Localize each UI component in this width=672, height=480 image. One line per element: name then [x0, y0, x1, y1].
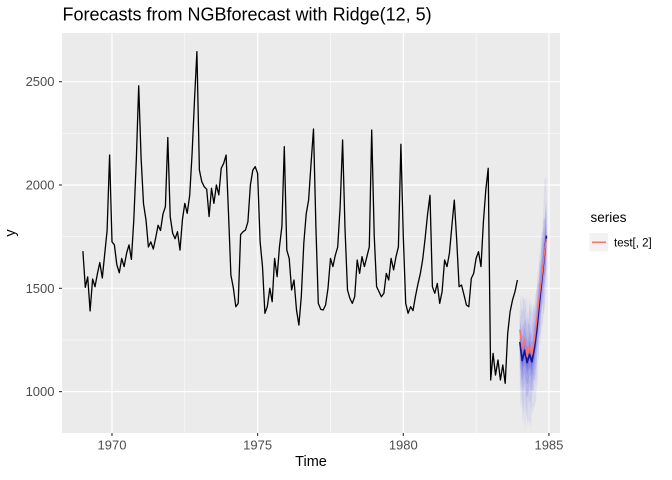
axis-tick-marks	[59, 81, 550, 436]
plot-panel	[62, 33, 560, 433]
x-tick-label: 1985	[534, 438, 563, 453]
fan-band-0	[519, 177, 547, 431]
y-axis-title: y	[3, 229, 19, 237]
x-tick-label: 1970	[98, 438, 127, 453]
fan-band-5	[519, 229, 547, 370]
plot-title: Forecasts from NGBforecast with Ridge(12…	[63, 5, 432, 25]
series-lines	[82, 51, 548, 385]
y-tick-label: 2000	[26, 178, 55, 193]
fan-band-3	[519, 213, 547, 385]
history-line	[82, 51, 519, 385]
x-tick-label: 1980	[389, 438, 418, 453]
x-axis-title: Time	[295, 454, 327, 470]
y-tick-label: 1500	[26, 281, 55, 296]
test-series-line	[519, 238, 548, 358]
gridlines-minor	[62, 33, 560, 433]
axis-tick-labels: 1970 1975 1980 1985 1000 1500 2000 2500	[26, 74, 564, 452]
y-tick-label: 2500	[26, 74, 55, 89]
y-tick-label: 1000	[26, 384, 55, 399]
panel-background	[62, 33, 560, 433]
legend-title: series	[591, 210, 627, 225]
legend: series test[, 2]	[589, 210, 652, 252]
legend-item-label: test[, 2]	[614, 238, 652, 250]
x-tick-label: 1975	[243, 438, 272, 453]
